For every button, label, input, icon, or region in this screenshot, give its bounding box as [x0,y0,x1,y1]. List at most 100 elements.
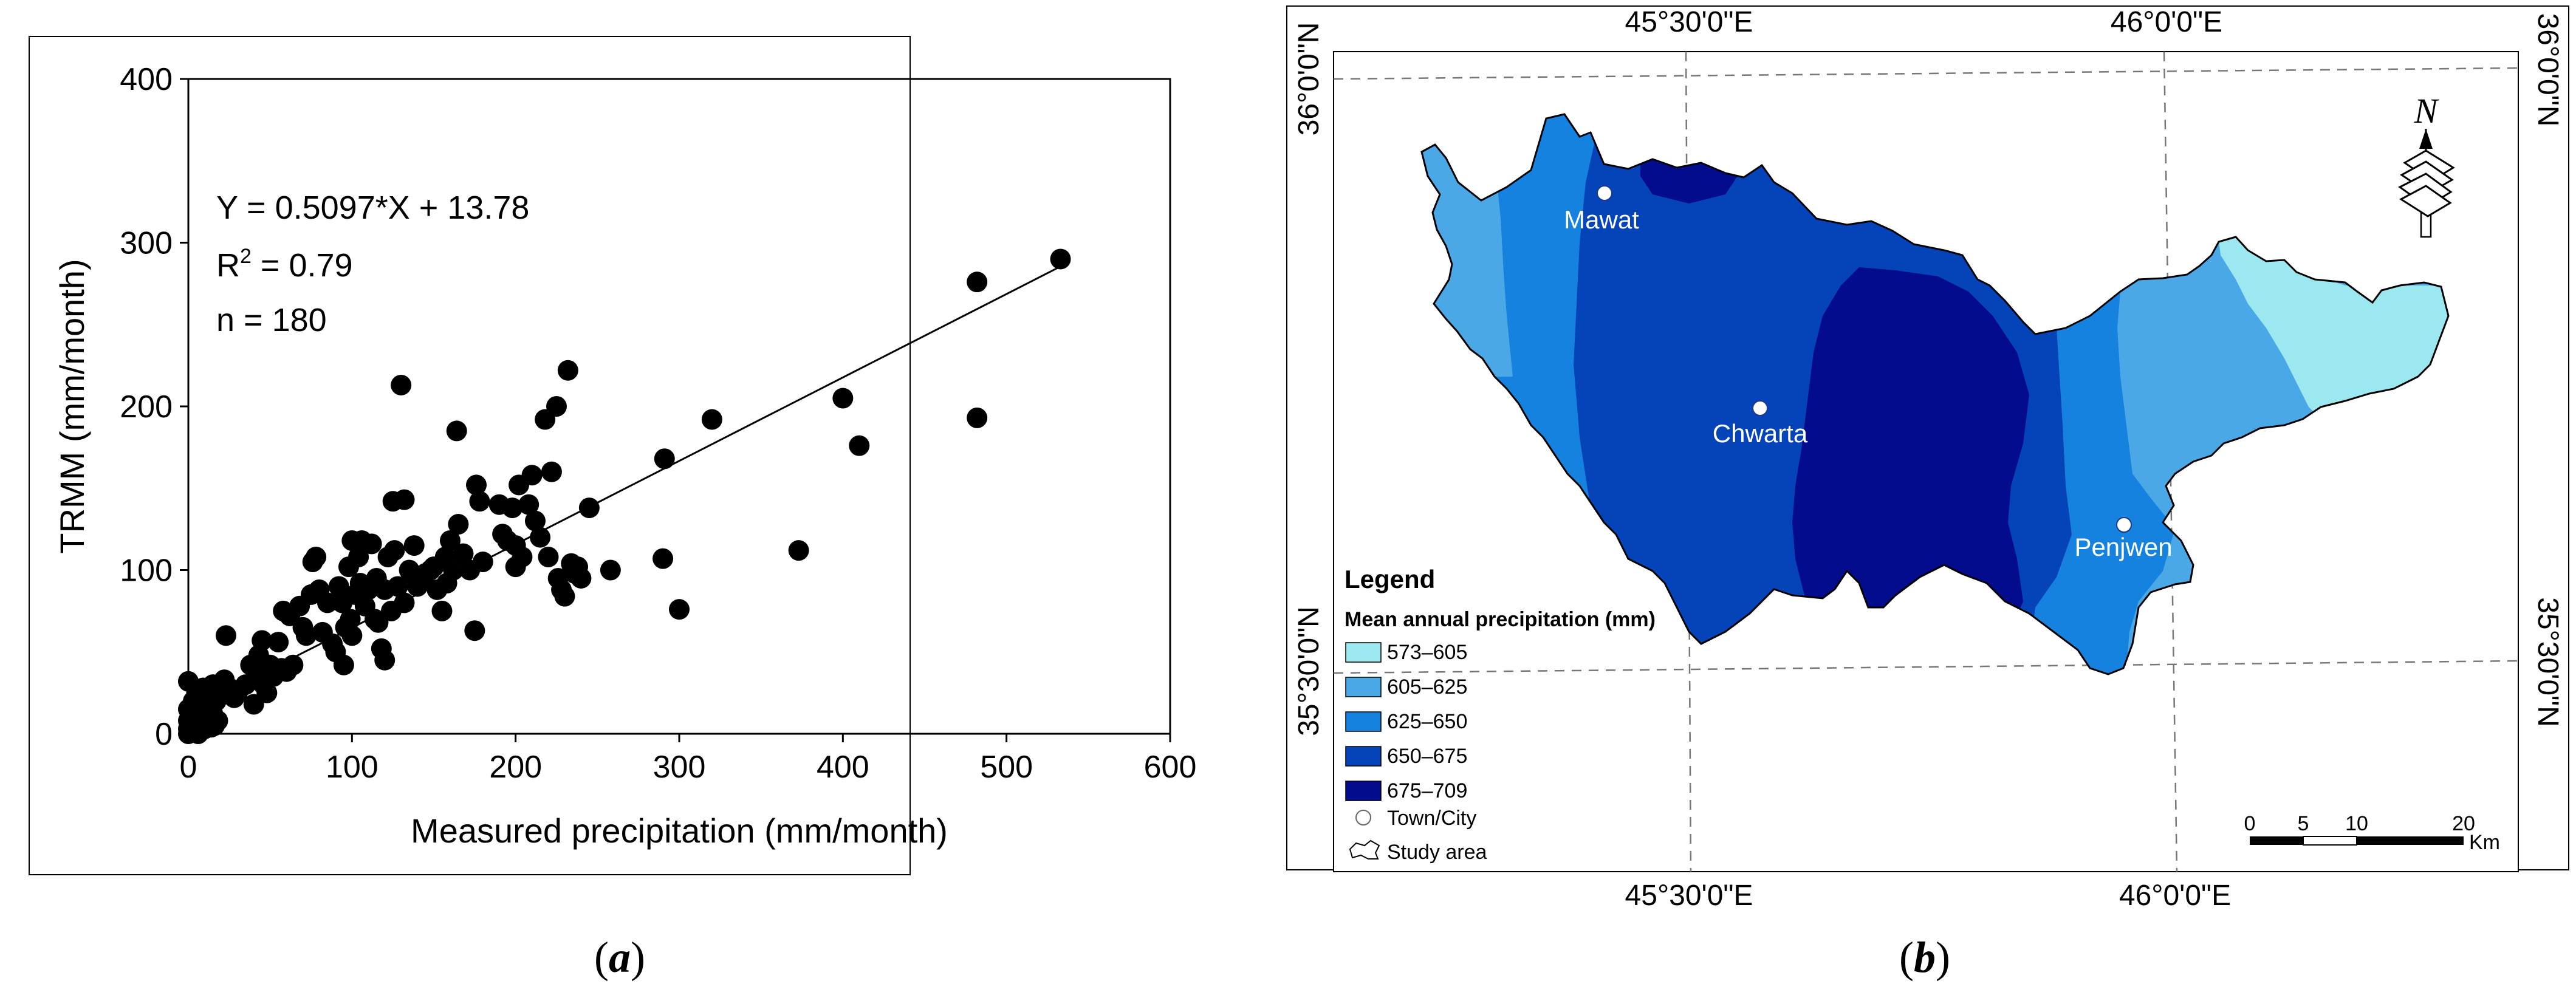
data-point [701,409,722,430]
coord-top-right: 46°0'0"E [2111,6,2222,38]
data-point [361,533,382,555]
regression-equation: Y = 0.5097*X + 13.78 [216,190,529,226]
legend-label-625-650: 625–650 [1387,710,1467,733]
data-point [306,546,327,567]
scale-tick-0: 0 [2244,812,2256,835]
data-point [431,600,453,621]
town-label-chwarta: Chwarta [1713,419,1808,448]
legend-study-area-icon [1349,839,1380,860]
data-point [394,592,415,613]
x-tick-label: 200 [489,750,542,785]
town-penjwen: Penjwen [2074,517,2173,561]
y-axis-label: TRMM (mm/month) [53,259,91,553]
data-point [669,599,690,620]
data-point [1050,248,1071,270]
data-point [252,630,273,651]
data-point [521,465,543,486]
panel-a: 0 100 200 300 400 0 100 200 300 400 500 600 Y = 0.… [29,36,1196,982]
data-point [446,420,467,442]
legend-swatch-675-709 [1345,781,1382,801]
scatter-points [178,248,1071,744]
x-tick-label: 500 [980,750,1033,785]
data-point [653,548,674,569]
legend-label-650-675: 650–675 [1387,745,1467,768]
y-tick-label: 200 [120,389,173,425]
data-point [967,407,988,428]
town-chwarta: Chwarta [1713,400,1808,448]
x-axis-ticks: 0 100 200 300 400 500 600 [180,734,1197,785]
panel-b-caption: (b) [1899,933,1950,982]
town-label-mawat: Mawat [1564,205,1639,234]
data-point [384,540,405,561]
data-point [207,710,228,731]
data-point [464,620,485,641]
legend-study-area-label: Study area [1387,841,1487,864]
r-squared: R2 = 0.79 [216,245,353,284]
scale-unit: Km [2469,831,2500,854]
x-tick-label: 400 [817,750,869,785]
data-point [469,491,490,512]
data-point [472,552,493,573]
legend-subtitle: Mean annual precipitation (mm) [1345,608,1656,631]
y-axis-ticks: 0 100 200 300 400 [120,62,188,752]
data-point [600,559,621,581]
data-point [524,510,546,531]
coord-right-top: 36°0'0"N [2532,13,2564,127]
data-point [341,625,363,646]
data-point [570,567,592,589]
town-label-penjwen: Penjwen [2074,533,2172,561]
coord-right-bottom: 35°30'0"N [2532,597,2564,727]
y-tick-label: 300 [120,226,173,261]
data-point [374,649,396,671]
data-point [466,474,487,496]
data-point [832,388,854,409]
data-point [512,546,533,567]
x-tick-label: 600 [1144,750,1197,785]
data-point [283,654,304,675]
legend-label-675-709: 675–709 [1387,779,1467,802]
coord-top-left: 45°30'0"E [1625,6,1753,38]
legend-swatch-650-675 [1345,746,1382,767]
coord-left-bottom: 35°30'0"N [1293,606,1325,736]
data-point [788,540,809,561]
coord-bottom-right: 46°0'0"E [2119,880,2231,912]
data-point [967,272,988,293]
data-point [317,592,338,613]
town-mawat: Mawat [1564,185,1639,234]
data-point [256,682,278,703]
data-point [538,546,559,567]
scale-tick-20: 20 [2452,812,2475,835]
x-tick-label: 0 [180,750,197,785]
scale-tick-5: 5 [2298,812,2309,835]
data-point [530,527,551,548]
data-point [387,576,408,597]
legend-label-573-605: 573–605 [1387,641,1467,664]
scale-tick-10: 10 [2345,812,2368,835]
panel-a-frame [29,36,911,875]
x-axis-label: Measured precipitation (mm/month) [411,812,948,850]
data-point [557,360,578,381]
data-point [348,546,369,567]
data-point [654,448,675,470]
scale-bar: 0 5 10 20 Km [2244,812,2500,854]
data-point [502,497,523,519]
data-point [340,609,361,630]
data-point [554,586,575,607]
legend-swatch-625-650 [1345,711,1382,732]
y-tick-label: 400 [120,62,173,97]
data-point [849,435,870,456]
panel-a-caption: (a) [594,933,645,982]
legend-town-label: Town/City [1387,807,1476,830]
data-point [403,535,425,556]
legend-label-605-625: 605–625 [1387,675,1467,699]
data-point [394,489,415,510]
data-point [453,543,474,564]
data-point [295,625,317,646]
map-legend: Legend Mean annual precipitation (mm) 57… [1345,565,1656,864]
north-label: N [2414,91,2440,131]
legend-town-icon [1355,810,1371,825]
data-point [546,396,567,417]
data-point [391,374,412,395]
data-point [328,576,349,597]
